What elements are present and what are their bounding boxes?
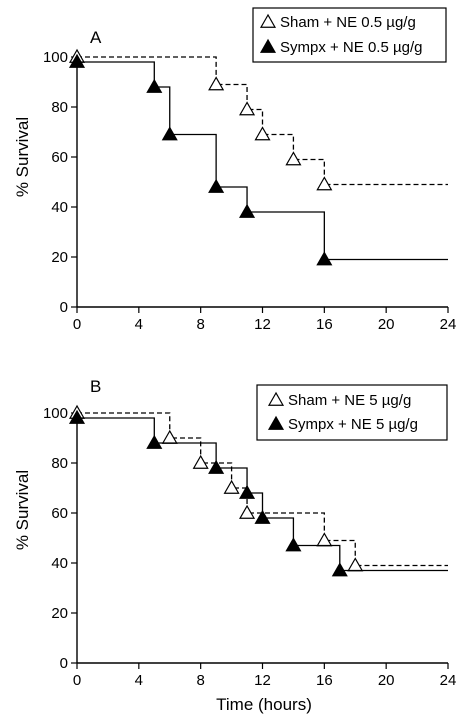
data-point-filled-triangle [208,459,225,474]
filled-triangle-marker [267,415,285,430]
legend: Sham + NE 0.5 µg/g Sympx + NE 0.5 µg/g [252,7,447,63]
x-tick-label: 0 [73,316,81,333]
x-tick-label: 4 [135,316,143,333]
data-point-open-triangle [347,557,364,572]
legend: Sham + NE 5 µg/g Sympx + NE 5 µg/g [256,384,448,441]
y-tick-label: 20 [51,249,68,266]
panel-label: A [90,28,102,47]
legend-entry-sham: Sham + NE 5 µg/g [288,392,411,409]
y-tick-label: 40 [51,199,68,216]
x-tick-label: 8 [196,316,204,333]
data-point-filled-triangle [208,178,225,193]
x-tick-label: 4 [135,672,143,689]
x-tick-label: 24 [440,316,457,333]
legend-entry-sympx: Sympx + NE 0.5 µg/g [280,39,422,56]
data-point-filled-triangle [316,251,333,266]
y-tick-label: 60 [51,149,68,166]
data-point-open-triangle [161,429,178,444]
y-tick-label: 20 [51,605,68,622]
data-point-filled-triangle [239,484,256,499]
series-line-sympx [77,61,448,261]
plot-area: 0 20 40 60 80 100 0 4 8 12 16 20 24 [43,48,457,333]
filled-triangle-marker [259,38,277,53]
series-line-sham [77,412,448,567]
data-point-filled-triangle [161,126,178,141]
x-tick-label: 16 [316,316,333,333]
y-tick-label: 80 [51,99,68,116]
open-triangle-marker [259,13,277,28]
data-point-filled-triangle [68,409,86,424]
data-point-filled-triangle [239,203,256,218]
data-point-filled-triangle [146,434,163,449]
y-tick-label: 100 [43,405,68,422]
data-point-filled-triangle [146,78,163,93]
x-tick-label: 8 [196,672,204,689]
panel-a: A % Survival Sham + NE 0.5 µg/g Sympx + … [13,7,457,333]
legend-marker-open-triangle [259,13,277,28]
series-line-sympx [77,417,448,572]
legend-entry-sympx: Sympx + NE 5 µg/g [288,416,418,433]
series-line-sham [77,56,448,186]
x-tick-label: 12 [254,672,271,689]
x-tick-label: 16 [316,672,333,689]
x-axis-label: Time (hours) [216,695,312,714]
data-point-open-triangle [254,126,271,141]
legend-box [256,384,448,441]
x-tick-label: 0 [73,672,81,689]
open-triangle-marker [267,391,285,406]
data-point-open-triangle [223,479,240,494]
panel-label: B [90,377,101,396]
data-point-open-triangle [239,101,256,116]
x-tick-label: 20 [378,316,395,333]
x-tick-label: 20 [378,672,395,689]
y-axis-label: % Survival [13,117,32,197]
y-tick-label: 40 [51,555,68,572]
legend-marker-filled-triangle [259,38,277,53]
legend-marker-filled-triangle [267,415,285,430]
data-point-open-triangle [316,532,333,547]
y-tick-label: 60 [51,505,68,522]
legend-box [252,7,447,63]
data-point-open-triangle [208,76,225,91]
data-point-open-triangle [239,504,256,519]
data-point-filled-triangle [68,53,86,68]
data-point-open-triangle [192,454,209,469]
x-tick-label: 12 [254,316,271,333]
legend-entry-sham: Sham + NE 0.5 µg/g [280,14,416,31]
data-point-open-triangle [316,176,333,191]
y-tick-label: 0 [60,655,68,672]
data-point-filled-triangle [331,562,348,577]
panel-b: B % Survival Sham + NE 5 µg/g Sympx + NE… [13,377,456,714]
x-tick-label: 24 [440,672,457,689]
data-point-open-triangle [285,151,302,166]
y-tick-label: 0 [60,299,68,316]
data-point-filled-triangle [254,509,271,524]
data-point-filled-triangle [285,537,302,552]
legend-marker-open-triangle [267,391,285,406]
y-axis-label: % Survival [13,470,32,550]
y-tick-label: 80 [51,455,68,472]
plot-area: 0 20 40 60 80 100 0 4 8 12 16 20 24 [43,404,457,689]
y-tick-label: 100 [43,49,68,66]
